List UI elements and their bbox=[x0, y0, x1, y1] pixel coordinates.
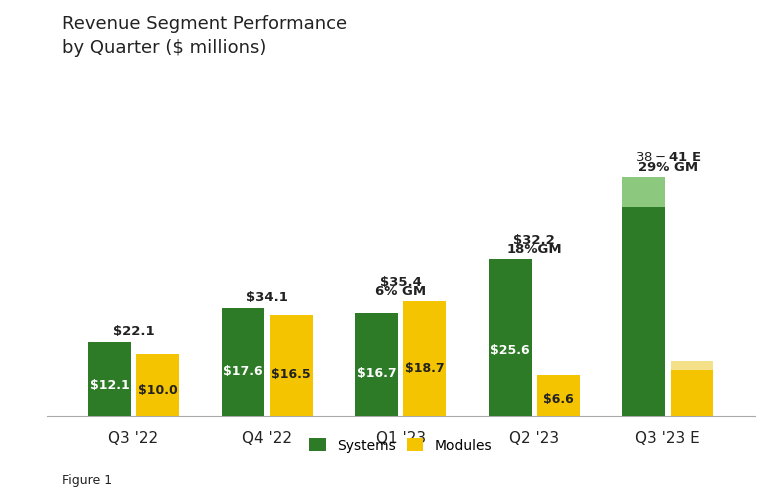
Bar bbox=[403, 302, 446, 416]
Text: $17.6: $17.6 bbox=[223, 364, 263, 377]
Text: $16.5: $16.5 bbox=[272, 367, 311, 380]
Bar bbox=[489, 260, 531, 416]
Text: Revenue Segment Performance
by Quarter ($ millions): Revenue Segment Performance by Quarter (… bbox=[62, 15, 347, 57]
Text: $22.1: $22.1 bbox=[113, 324, 154, 337]
Text: $38 - $41 E: $38 - $41 E bbox=[635, 150, 701, 163]
Bar bbox=[356, 314, 398, 416]
Text: $35.4: $35.4 bbox=[380, 276, 422, 289]
Bar bbox=[671, 370, 713, 416]
Bar bbox=[222, 308, 265, 416]
Text: 6% GM: 6% GM bbox=[375, 285, 426, 298]
Text: $16.7: $16.7 bbox=[357, 366, 397, 379]
Text: $32.2: $32.2 bbox=[513, 233, 555, 246]
Bar bbox=[136, 355, 179, 416]
Bar bbox=[622, 177, 665, 208]
Text: $25.6: $25.6 bbox=[490, 344, 530, 357]
Bar bbox=[270, 315, 313, 416]
Text: 18%GM: 18%GM bbox=[506, 242, 562, 256]
Bar bbox=[537, 375, 580, 416]
Bar bbox=[88, 342, 131, 416]
Text: $12.1: $12.1 bbox=[89, 378, 129, 391]
Text: $34.1: $34.1 bbox=[246, 291, 288, 304]
Text: $18.7: $18.7 bbox=[405, 361, 444, 374]
Bar bbox=[671, 361, 713, 370]
Bar bbox=[622, 208, 665, 416]
Text: $10.0: $10.0 bbox=[138, 384, 177, 397]
Text: Figure 1: Figure 1 bbox=[62, 473, 112, 486]
Text: $6.6: $6.6 bbox=[543, 392, 573, 405]
Legend: Systems, Modules: Systems, Modules bbox=[303, 433, 498, 458]
Text: 29% GM: 29% GM bbox=[638, 160, 698, 173]
